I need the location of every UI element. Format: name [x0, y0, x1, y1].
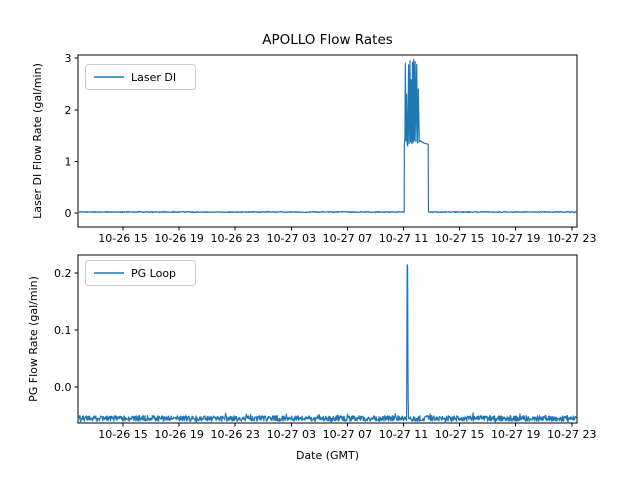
x-tick-label: 10-27 07	[323, 428, 372, 441]
x-tick-label: 10-26 23	[210, 232, 259, 245]
y-tick-label: 3	[65, 52, 72, 65]
x-tick-label: 10-27 23	[547, 428, 596, 441]
x-tick-label: 10-26 23	[210, 428, 259, 441]
y-axis-label-pg: PG Flow Rate (gal/min)	[27, 276, 40, 402]
y-tick-label: 0	[65, 207, 72, 220]
x-tick-label: 10-26 15	[98, 428, 147, 441]
x-tick-label: 10-27 15	[435, 428, 484, 441]
x-tick-label: 10-26 19	[154, 232, 203, 245]
y-axis-label-laser-di: Laser DI Flow Rate (gal/min)	[31, 63, 44, 219]
pg-loop-series-line	[77, 264, 578, 424]
laser-di-series-line	[77, 59, 578, 214]
legend-label-laser-di: Laser DI	[131, 71, 176, 84]
x-tick-label: 10-26 19	[154, 428, 203, 441]
x-tick-label: 10-27 19	[491, 428, 540, 441]
y-tick-label: 0.1	[54, 324, 72, 337]
x-tick-label: 10-27 07	[323, 232, 372, 245]
y-tick-label: 0.0	[54, 381, 72, 394]
x-tick-label: 10-27 11	[379, 428, 428, 441]
legend-laser-di: Laser DI	[85, 64, 196, 90]
x-tick-label: 10-26 15	[98, 232, 147, 245]
series-layer	[77, 59, 578, 424]
legend-box	[85, 64, 196, 90]
y-tick-label: 2	[65, 104, 72, 117]
x-tick-label: 10-27 03	[267, 232, 316, 245]
legend-box	[85, 260, 196, 286]
y-tick-label: 0.2	[54, 267, 72, 280]
y-tick-label: 1	[65, 155, 72, 168]
x-tick-label: 10-27 15	[435, 232, 484, 245]
x-tick-label: 10-27 11	[379, 232, 428, 245]
figure-title: APOLLO Flow Rates	[262, 32, 393, 48]
subplot-border	[77, 54, 578, 228]
legend-pg-loop: PG Loop	[85, 260, 196, 286]
x-tick-label: 10-27 19	[491, 232, 540, 245]
axes-layer: 10-26 15 10-26 19 10-26 23 10-27 03 10-27 07…	[54, 52, 597, 441]
subplot-border	[77, 254, 578, 424]
x-axis-label: Date (GMT)	[296, 449, 359, 462]
x-tick-label: 10-27 23	[547, 232, 596, 245]
legend-label-pg-loop: PG Loop	[131, 267, 176, 280]
x-tick-label: 10-27 03	[267, 428, 316, 441]
